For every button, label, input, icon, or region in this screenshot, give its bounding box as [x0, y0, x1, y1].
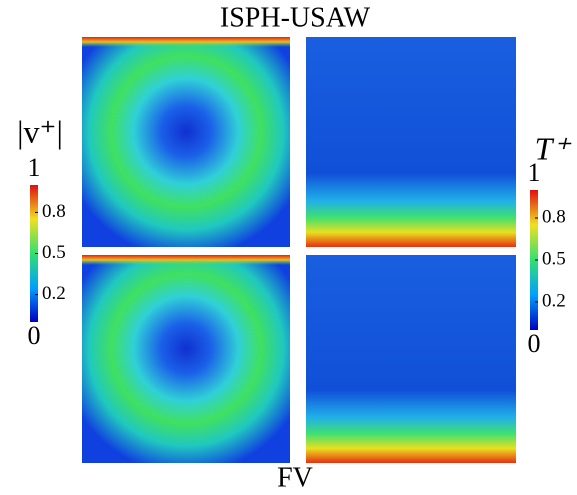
- colorbar-tick-label: 1: [528, 158, 541, 187]
- velocity-panel: [82, 255, 290, 463]
- colorbar: [530, 190, 538, 330]
- colorbar-label: T⁺: [535, 130, 572, 166]
- lid-layer: [82, 37, 290, 47]
- panels: [82, 37, 516, 463]
- bottom-label: FV: [277, 462, 313, 493]
- velocity-panel: [82, 37, 290, 247]
- lid-layer: [82, 255, 290, 265]
- colorbar-tick-label: 0.2: [542, 290, 566, 311]
- colorbar-label: |v⁺|: [17, 113, 63, 149]
- colorbar-tick-label: 0.5: [542, 248, 566, 269]
- temperature-panel: [306, 37, 516, 247]
- colorbar-tick-label: 0: [528, 329, 541, 358]
- colorbar-tick-label: 0.8: [42, 201, 66, 222]
- colorbar: [30, 185, 38, 322]
- colorbar-tick-label: 1: [28, 153, 41, 182]
- colorbar-tick-label: 0: [28, 321, 41, 350]
- temperature-panel: [306, 255, 516, 463]
- colorbar-tick-label: 0.8: [542, 206, 566, 227]
- title: ISPH-USAW: [220, 2, 371, 33]
- colorbar-tick-label: 0.2: [42, 283, 66, 304]
- colorbar-tick-label: 0.5: [42, 242, 66, 263]
